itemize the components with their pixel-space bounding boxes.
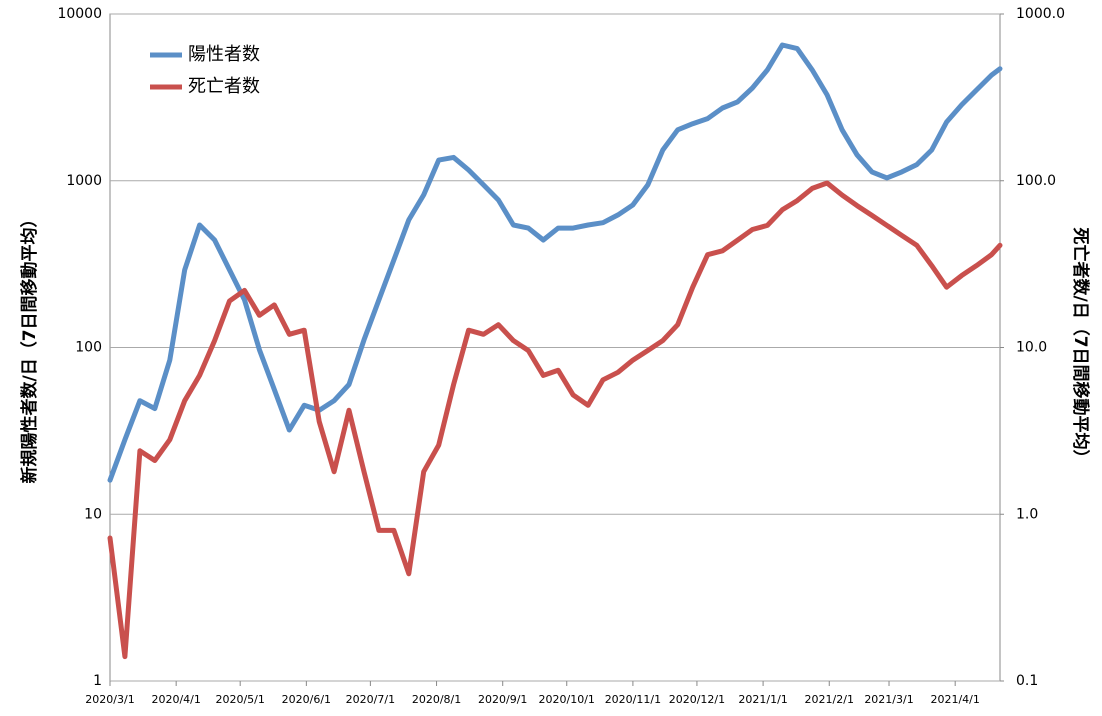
x-tick-label: 2021/4/1 <box>930 693 979 706</box>
x-tick-label: 2020/5/1 <box>215 693 264 706</box>
x-tick-label: 2020/3/1 <box>85 693 134 706</box>
x-tick-label: 2020/6/1 <box>282 693 331 706</box>
x-tick-label: 2020/11/1 <box>605 693 661 706</box>
x-tick-label: 2021/2/1 <box>805 693 854 706</box>
x-tick-label: 2020/10/1 <box>539 693 595 706</box>
x-tick-label: 2021/1/1 <box>738 693 787 706</box>
series-line <box>107 42 1003 483</box>
x-tick-label: 2020/8/1 <box>412 693 461 706</box>
y2-axis-label: 死亡者数/日（7日間移動平均） <box>1070 227 1091 466</box>
x-tick-label: 2020/4/1 <box>151 693 200 706</box>
y2-tick-label: 100.0 <box>1016 173 1056 189</box>
y2-tick-label: 1000.0 <box>1016 6 1065 22</box>
legend-label: 陽性者数 <box>188 44 260 65</box>
y-tick-label: 10000 <box>57 6 102 22</box>
x-tick-label: 2020/12/1 <box>669 693 725 706</box>
y2-tick-label: 0.1 <box>1016 673 1038 689</box>
series-line <box>107 180 1003 660</box>
y-tick-label: 1 <box>93 673 102 689</box>
y-tick-label: 100 <box>75 340 102 356</box>
x-tick-label: 2021/3/1 <box>864 693 913 706</box>
y-axis-label: 新規陽性者数/日（7日間移動平均） <box>19 210 40 483</box>
x-tick-label: 2020/9/1 <box>478 693 527 706</box>
y2-tick-label: 10.0 <box>1016 340 1047 356</box>
legend-label: 死亡者数 <box>188 76 260 97</box>
y-tick-label: 1000 <box>66 173 102 189</box>
y2-tick-label: 1.0 <box>1016 506 1038 522</box>
x-tick-label: 2020/7/1 <box>346 693 395 706</box>
y-tick-label: 10 <box>84 506 102 522</box>
